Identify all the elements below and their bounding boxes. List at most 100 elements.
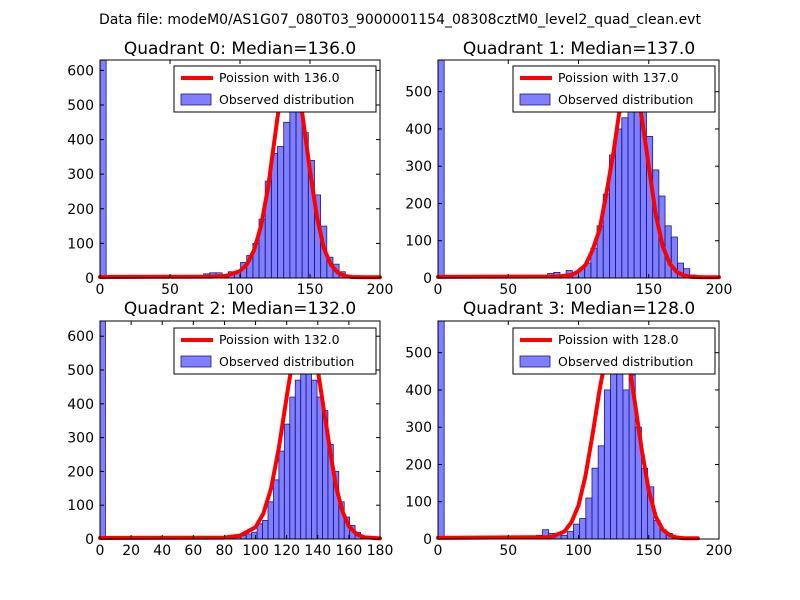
legend-bar-label: Observed distribution bbox=[219, 92, 354, 107]
quadrant-0-legend: Poission with 136.0 Observed distributio… bbox=[173, 65, 377, 113]
histogram-bar bbox=[267, 501, 274, 540]
quadrant-3-ticks: 0 50 100 150 200 0 100 200 300 400 500 bbox=[405, 321, 732, 559]
histogram-bar bbox=[277, 146, 285, 279]
y-tick-label: 200 bbox=[67, 202, 94, 218]
histogram-bar bbox=[603, 389, 611, 540]
y-tick-label: 100 bbox=[405, 495, 432, 511]
y-tick-label: 600 bbox=[67, 329, 94, 345]
histogram-bar bbox=[283, 423, 291, 540]
histogram-bar bbox=[560, 534, 568, 540]
legend-box bbox=[512, 327, 716, 375]
y-tick-label: 300 bbox=[405, 159, 432, 175]
y-tick-label: 600 bbox=[67, 63, 94, 79]
quadrant-2-legend: Poission with 132.0 Observed distributio… bbox=[173, 327, 377, 375]
legend-bar-label: Observed distribution bbox=[558, 92, 693, 107]
figure-suptitle: Data file: modeM0/AS1G07_080T03_90000011… bbox=[99, 12, 701, 28]
y-tick-label: 200 bbox=[405, 196, 432, 212]
histogram-bar bbox=[622, 389, 630, 540]
x-tick-label: 80 bbox=[216, 543, 234, 559]
quadrant-0-ticks: 0 50 100 150 200 0 100 200 300 400 500 600 bbox=[67, 60, 393, 298]
histogram-bar bbox=[585, 497, 593, 540]
legend-bar-label: Observed distribution bbox=[558, 354, 693, 369]
quadrant-2-title: Quadrant 2: Median=132.0 bbox=[124, 299, 356, 319]
histogram-bar bbox=[597, 445, 605, 540]
quadrant-0-title: Quadrant 0: Median=136.0 bbox=[124, 39, 356, 59]
y-tick-label: 500 bbox=[67, 363, 94, 379]
legend-bar-label: Observed distribution bbox=[219, 354, 354, 369]
histogram-bar bbox=[566, 531, 574, 540]
y-tick-label: 100 bbox=[67, 498, 94, 514]
quadrant-1-ticks: 0 50 100 150 200 0 100 200 300 400 500 bbox=[405, 60, 732, 298]
y-tick-label: 200 bbox=[67, 464, 94, 480]
histogram-bar bbox=[99, 59, 107, 279]
y-tick-label: 300 bbox=[405, 420, 432, 436]
histogram-bar bbox=[437, 320, 445, 540]
x-tick-label: 200 bbox=[706, 543, 733, 559]
y-tick-label: 300 bbox=[67, 167, 94, 183]
y-tick-label: 500 bbox=[405, 346, 432, 362]
histogram-bar bbox=[283, 121, 291, 279]
histogram-bar bbox=[591, 467, 599, 540]
x-tick-label: 100 bbox=[242, 543, 269, 559]
histogram-bar bbox=[437, 59, 445, 279]
histogram-bar bbox=[295, 108, 303, 279]
y-tick-label: 200 bbox=[405, 457, 432, 473]
legend-curve-label: Poission with 132.0 bbox=[219, 332, 340, 347]
quadrant-1-title: Quadrant 1: Median=137.0 bbox=[463, 39, 695, 59]
histogram-bar bbox=[621, 117, 629, 279]
quadrant-2-ticks: 0 20 40 60 80 100 120 140 160 1800100200300400500… bbox=[67, 321, 393, 559]
y-tick-label: 500 bbox=[67, 98, 94, 114]
x-tick-label: 180 bbox=[367, 543, 394, 559]
histogram-bar bbox=[273, 479, 280, 540]
x-tick-label: 150 bbox=[297, 282, 324, 298]
legend-bar-swatch bbox=[519, 93, 551, 106]
y-tick-label: 400 bbox=[67, 397, 94, 413]
y-tick-label: 0 bbox=[85, 271, 94, 287]
x-tick-label: 0 bbox=[434, 282, 443, 298]
x-tick-label: 50 bbox=[499, 543, 517, 559]
histogram-bar bbox=[278, 450, 285, 540]
histogram-bar bbox=[99, 320, 106, 540]
y-tick-label: 0 bbox=[423, 532, 432, 548]
legend-curve-label: Poission with 137.0 bbox=[558, 70, 679, 85]
x-tick-label: 200 bbox=[706, 282, 733, 298]
histogram-bar bbox=[270, 153, 278, 279]
legend-bar-swatch bbox=[180, 355, 212, 368]
histogram-bar bbox=[289, 396, 296, 540]
x-tick-label: 160 bbox=[336, 543, 363, 559]
histogram-bar bbox=[610, 359, 618, 540]
y-tick-label: 0 bbox=[85, 532, 94, 548]
y-tick-label: 100 bbox=[67, 236, 94, 252]
histogram-bar bbox=[615, 128, 623, 279]
x-tick-label: 120 bbox=[273, 543, 300, 559]
quadrant-1-panel: Quadrant 1: Median=137.0 0 50 100 150 200 0 10… bbox=[405, 39, 732, 298]
histogram-bar bbox=[262, 520, 269, 540]
quadrant-3-panel: Quadrant 3: Median=128.0 0 50 100 150 200 0 10… bbox=[405, 299, 732, 559]
histogram-bar bbox=[245, 533, 253, 540]
y-tick-label: 400 bbox=[67, 133, 94, 149]
legend-bar-swatch bbox=[519, 355, 551, 368]
x-tick-label: 100 bbox=[565, 543, 592, 559]
x-tick-label: 150 bbox=[635, 543, 662, 559]
x-tick-label: 50 bbox=[499, 282, 517, 298]
quadrant-0-panel: Quadrant 0: Median=136.0 0 50 100 150 200 0 10… bbox=[67, 39, 393, 298]
histogram-bar bbox=[316, 396, 323, 540]
histogram-bar bbox=[305, 366, 312, 540]
y-tick-label: 500 bbox=[405, 85, 432, 101]
x-tick-label: 0 bbox=[434, 543, 443, 559]
x-tick-label: 140 bbox=[304, 543, 331, 559]
y-tick-label: 100 bbox=[405, 234, 432, 250]
legend-curve-label: Poission with 136.0 bbox=[219, 70, 340, 85]
histogram-bar bbox=[311, 379, 318, 540]
quadrant-1-legend: Poission with 137.0 Observed distributio… bbox=[512, 65, 716, 113]
x-tick-label: 100 bbox=[227, 282, 254, 298]
histogram-bar bbox=[579, 518, 587, 540]
quadrant-2-axes-frame bbox=[99, 320, 381, 540]
x-tick-label: 150 bbox=[635, 282, 662, 298]
y-tick-label: 300 bbox=[67, 431, 94, 447]
y-tick-label: 400 bbox=[405, 122, 432, 138]
legend-curve-label: Poission with 128.0 bbox=[558, 332, 679, 347]
quadrant-3-legend: Poission with 128.0 Observed distributio… bbox=[512, 327, 716, 375]
quadrant-3-title: Quadrant 3: Median=128.0 bbox=[463, 299, 695, 319]
